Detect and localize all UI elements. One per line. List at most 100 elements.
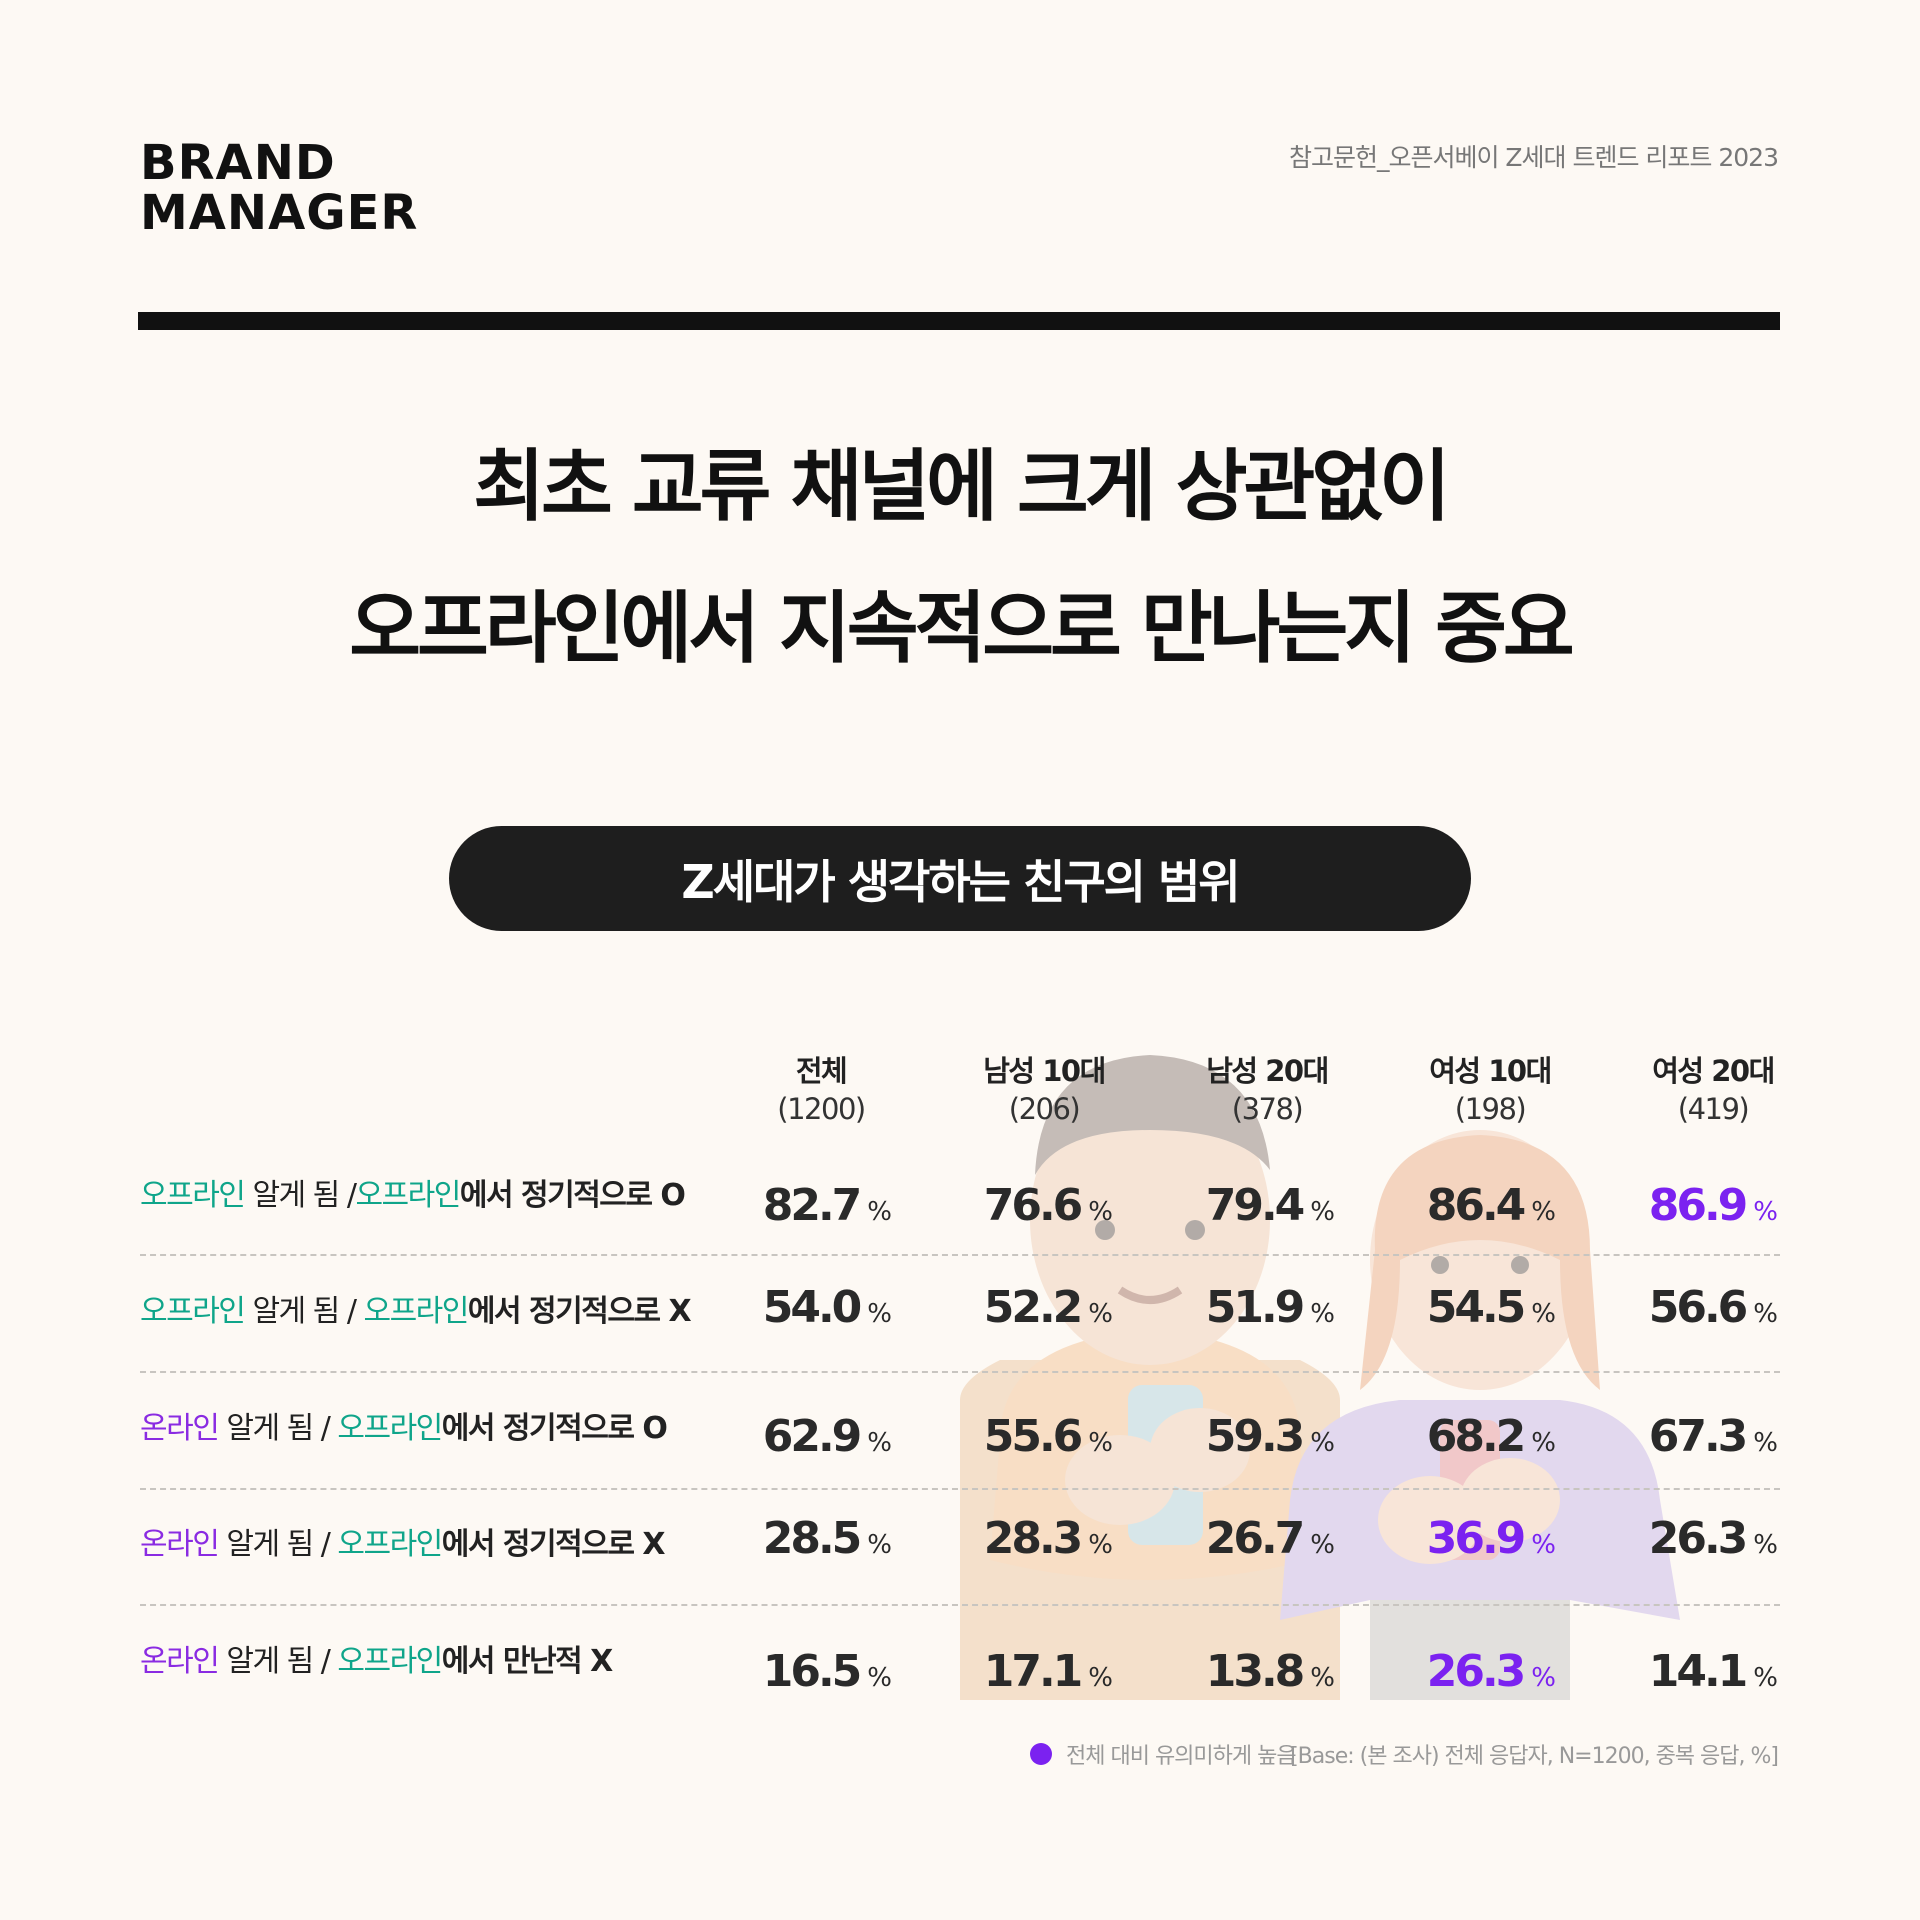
row-label-part: 에서 정기적으로 X	[467, 1294, 692, 1329]
value-number: 13.8	[1205, 1646, 1306, 1697]
value-cell: 28.3%	[873, 1513, 1113, 1564]
value-unit: %	[1531, 1663, 1556, 1693]
row-label-part: 오프라인	[140, 1178, 246, 1213]
row-label-part: 알게 됨 /	[244, 1178, 357, 1213]
value-number: 26.3	[1426, 1646, 1527, 1697]
headline-line-1: 최초 교류 채널에 크게 상관없이	[473, 442, 1451, 532]
value-number: 51.9	[1205, 1282, 1306, 1333]
row-label-part: 오프라인	[337, 1644, 443, 1679]
column-name: 전체	[795, 1054, 848, 1088]
row-label: 오프라인 알게 됨 / 오프라인에서 정기적으로 X	[140, 1286, 692, 1330]
value-unit: %	[867, 1299, 892, 1329]
row-label-part: 에서 정기적으로 X	[441, 1527, 666, 1562]
value-cell: 14.1%	[1538, 1646, 1778, 1697]
brand-line-2: MANAGER	[140, 185, 419, 241]
value-unit: %	[1088, 1299, 1113, 1329]
row-label-part: 온라인	[140, 1411, 220, 1446]
value-unit: %	[1310, 1197, 1335, 1227]
row-label: 오프라인 알게 됨 /오프라인에서 정기적으로 O	[140, 1170, 686, 1214]
column-name: 남성 20대	[1206, 1054, 1329, 1088]
reference-note: 참고문헌_오픈서베이 Z세대 트렌드 리포트 2023	[1288, 143, 1779, 172]
value-number: 67.3	[1648, 1411, 1749, 1462]
column-sample-size: (198)	[1454, 1092, 1527, 1126]
value-unit: %	[1088, 1530, 1113, 1560]
section-title-pill: Z세대가 생각하는 친구의 범위	[449, 826, 1471, 931]
value-cell: 62.9%	[652, 1411, 892, 1462]
value-cell: 76.6%	[873, 1180, 1113, 1231]
row-label-part: 알게 됨 /	[218, 1411, 338, 1446]
value-cell: 54.0%	[652, 1282, 892, 1333]
row-label: 온라인 알게 됨 / 오프라인에서 정기적으로 O	[140, 1403, 668, 1447]
row-label-part: 오프라인	[355, 1178, 461, 1213]
base-note: [Base: (본 조사) 전체 응답자, N=1200, 중복 응답, %]	[1290, 1744, 1779, 1769]
value-cell: 28.5%	[652, 1513, 892, 1564]
brand-logo: BRAND MANAGER	[140, 138, 418, 238]
value-number: 28.5	[762, 1513, 863, 1564]
value-unit: %	[867, 1530, 892, 1560]
value-cell: 86.4%	[1316, 1180, 1556, 1231]
value-unit: %	[1753, 1663, 1778, 1693]
row-divider	[140, 1488, 1780, 1490]
header-divider	[138, 312, 1780, 330]
value-cell: 56.6%	[1538, 1282, 1778, 1333]
column-sample-size: (378)	[1231, 1092, 1304, 1126]
row-label-part: 오프라인	[140, 1294, 246, 1329]
legend: 전체 대비 유의미하게 높음	[1030, 1738, 1297, 1770]
value-unit: %	[1753, 1530, 1778, 1560]
value-unit: %	[1531, 1299, 1556, 1329]
column-header-female-20s: 여성 20대 (419)	[1603, 1052, 1823, 1128]
value-number: 54.0	[762, 1282, 863, 1333]
column-header-male-10s: 남성 10대 (206)	[934, 1052, 1154, 1128]
column-name: 여성 20대	[1652, 1054, 1775, 1088]
column-header-male-20s: 남성 20대 (378)	[1157, 1052, 1377, 1128]
column-name: 여성 10대	[1429, 1054, 1552, 1088]
value-number: 56.6	[1648, 1282, 1749, 1333]
row-divider	[140, 1604, 1780, 1606]
row-label-part: 알게 됨 /	[218, 1527, 338, 1562]
value-number: 52.2	[983, 1282, 1084, 1333]
value-unit: %	[1531, 1530, 1556, 1560]
value-number: 26.3	[1648, 1513, 1749, 1564]
value-number: 28.3	[983, 1513, 1084, 1564]
value-number: 79.4	[1205, 1180, 1306, 1231]
value-cell: 26.3%	[1538, 1513, 1778, 1564]
value-unit: %	[1310, 1663, 1335, 1693]
column-sample-size: (206)	[1008, 1092, 1081, 1126]
row-divider	[140, 1254, 1780, 1256]
value-unit: %	[867, 1428, 892, 1458]
row-label-part: 에서 정기적으로 O	[459, 1178, 686, 1213]
column-sample-size: (419)	[1677, 1092, 1750, 1126]
value-number: 26.7	[1205, 1513, 1306, 1564]
value-unit: %	[1310, 1428, 1335, 1458]
value-unit: %	[1088, 1428, 1113, 1458]
value-number: 17.1	[983, 1646, 1084, 1697]
value-number: 36.9	[1426, 1513, 1527, 1564]
column-sample-size: (1200)	[777, 1092, 866, 1126]
value-cell: 79.4%	[1095, 1180, 1335, 1231]
column-header-total: 전체 (1200)	[711, 1052, 931, 1128]
section-title: Z세대가 생각하는 친구의 범위	[681, 854, 1240, 909]
value-cell: 67.3%	[1538, 1411, 1778, 1462]
value-cell: 51.9%	[1095, 1282, 1335, 1333]
value-unit: %	[1753, 1299, 1778, 1329]
value-cell: 55.6%	[873, 1411, 1113, 1462]
row-label-part: 온라인	[140, 1644, 220, 1679]
row-label-part: 에서 만난적 X	[441, 1644, 614, 1679]
value-unit: %	[1310, 1299, 1335, 1329]
value-cell: 82.7%	[652, 1180, 892, 1231]
value-number: 86.4	[1426, 1180, 1527, 1231]
row-label-part: 오프라인	[337, 1411, 443, 1446]
value-unit: %	[867, 1663, 892, 1693]
value-unit: %	[1088, 1197, 1113, 1227]
row-label-part: 오프라인	[363, 1294, 469, 1329]
brand-line-1: BRAND	[140, 135, 336, 191]
value-unit: %	[867, 1197, 892, 1227]
value-number: 86.9	[1648, 1180, 1749, 1231]
value-cell: 26.3%	[1316, 1646, 1556, 1697]
legend-text: 전체 대비 유의미하게 높음	[1066, 1744, 1297, 1769]
value-number: 59.3	[1205, 1411, 1306, 1462]
value-cell: 13.8%	[1095, 1646, 1335, 1697]
row-label-part: 오프라인	[337, 1527, 443, 1562]
value-cell: 59.3%	[1095, 1411, 1335, 1462]
